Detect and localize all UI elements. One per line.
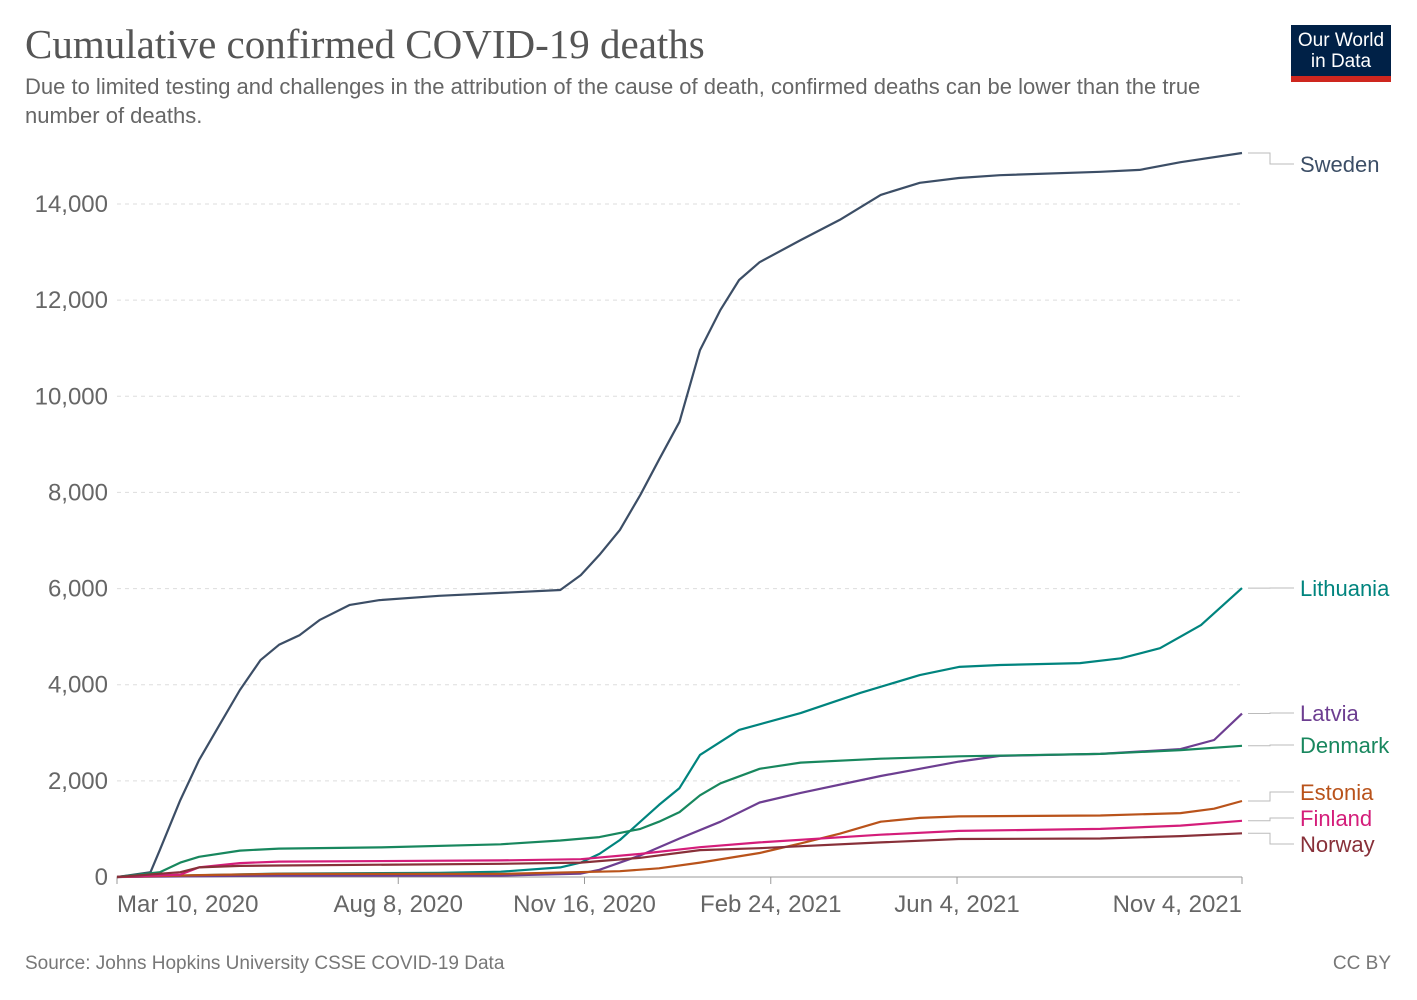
series-label-sweden: Sweden [1300,152,1380,177]
series-line-estonia [116,799,1243,879]
series-label-finland: Finland [1300,806,1372,831]
series-line-sweden [116,151,1243,879]
license-link[interactable]: CC BY [1332,953,1391,974]
label-connector [1248,817,1294,822]
x-tick-label: Nov 4, 2021 [1113,891,1242,918]
series-label-estonia: Estonia [1300,780,1374,805]
chart-subtitle: Due to limited testing and challenges in… [25,74,1201,128]
chart-title: Cumulative confirmed COVID-19 deaths [25,21,705,67]
y-tick-label: 6,000 [48,576,108,603]
y-tick-label: 10,000 [35,383,108,410]
label-connector [1248,832,1294,845]
series-label-latvia: Latvia [1300,701,1359,726]
label-connector [1248,152,1294,165]
owid-logo[interactable]: Our World in Data [1291,25,1391,82]
y-tick-label: 14,000 [35,191,108,218]
logo-line-2: in Data [1310,51,1372,72]
y-tick-label: 0 [95,864,108,891]
x-tick-label: Nov 16, 2020 [513,891,656,918]
series-label-lithuania: Lithuania [1300,576,1390,601]
series-line-lithuania [116,587,1243,879]
source-note: Source: Johns Hopkins University CSSE CO… [25,953,505,974]
y-tick-label: 2,000 [48,768,108,795]
logo-line-1: Our World [1297,30,1385,51]
y-tick-label: 8,000 [48,479,108,506]
series-label-denmark: Denmark [1300,733,1390,758]
x-tick-label: Feb 24, 2021 [700,891,841,918]
x-tick-label: Mar 10, 2020 [117,891,258,918]
label-connector [1248,744,1294,747]
label-connector [1248,712,1294,715]
x-tick-label: Aug 8, 2020 [334,891,463,918]
series-line-norway [116,832,1243,879]
x-tick-label: Jun 4, 2021 [894,891,1019,918]
label-connector [1248,791,1294,802]
y-tick-label: 4,000 [48,672,108,699]
y-tick-label: 12,000 [35,287,108,314]
series-line-denmark [116,744,1243,879]
series-label-norway: Norway [1300,832,1375,857]
